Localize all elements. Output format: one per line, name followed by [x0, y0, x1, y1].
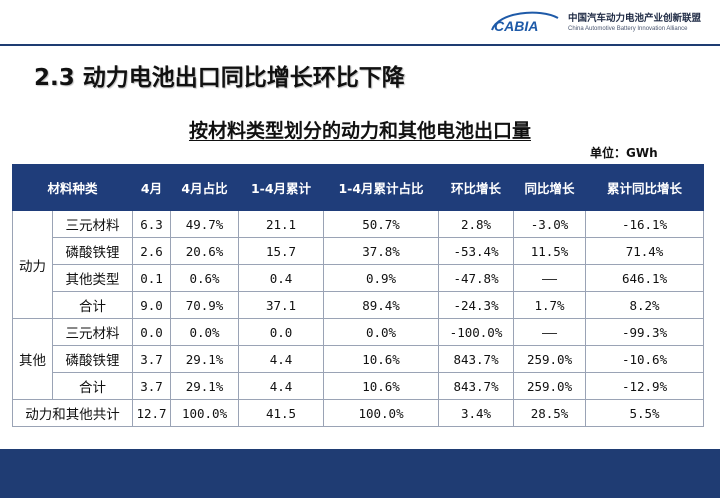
org-name-en: China Automotive Battery Innovation Alli… [568, 26, 688, 32]
cell: 9.0 [132, 291, 172, 319]
row-label: 三元材料 [51, 210, 134, 238]
cell: 0.0 [238, 318, 325, 346]
header-mom-growth: 环比增长 [438, 164, 515, 211]
cell: 28.5% [513, 399, 587, 427]
table-title: 按材料类型划分的动力和其他电池出口量 [188, 120, 531, 142]
header-ytd-share: 1-4月累计占比 [323, 164, 440, 211]
cell: -3.0% [513, 210, 587, 238]
table-row: 其他类型 0.1 0.6% 0.4 0.9% -47.8% —— 646.1% [13, 264, 705, 292]
cell: -53.4% [438, 237, 515, 265]
cell: 50.7% [323, 210, 440, 238]
table-row: 动力 三元材料 6.3 49.7% 21.1 50.7% 2.8% -3.0% … [12, 210, 705, 319]
cell: 12.7 [132, 399, 172, 427]
header-material-type: 材料种类 [11, 164, 134, 211]
cell: 4.4 [238, 345, 325, 373]
cell: 100.0% [170, 399, 240, 427]
cell: 0.0 [132, 318, 172, 346]
table-row: 磷酸铁锂 2.6 20.6% 15.7 37.8% -53.4% 11.5% 7… [13, 237, 705, 265]
cell: 71.4% [585, 237, 705, 265]
cell: 100.0% [323, 399, 440, 427]
cell: 259.0% [513, 372, 587, 400]
row-label: 合计 [51, 291, 134, 319]
cell: —— [513, 318, 587, 346]
cell: 3.7 [132, 345, 172, 373]
row-label: 磷酸铁锂 [51, 237, 134, 265]
table-row: 其他 三元材料 0.0 0.0% 0.0 0.0% -100.0% —— -99… [12, 318, 705, 400]
grand-total-row: 动力和其他共计 12.7 100.0% 41.5 100.0% 3.4% 28.… [11, 399, 705, 427]
table-row: 合计 9.0 70.9% 37.1 89.4% -24.3% 1.7% 8.2% [13, 291, 705, 319]
cell: 2.6 [132, 237, 172, 265]
cell: 29.1% [170, 345, 240, 373]
org-name-cn: 中国汽车动力电池产业创新联盟 [568, 13, 702, 24]
header-ytd: 1-4月累计 [238, 164, 325, 211]
header-april: 4月 [132, 164, 172, 211]
cell: -24.3% [438, 291, 515, 319]
row-label: 合计 [51, 372, 134, 400]
cell: 646.1% [585, 264, 705, 292]
cell: 3.4% [438, 399, 515, 427]
cell: -10.6% [585, 345, 705, 373]
cell: 41.5 [238, 399, 325, 427]
header-divider [0, 44, 720, 46]
cell: 37.8% [323, 237, 440, 265]
cell: 0.0% [170, 318, 240, 346]
cell: 0.0% [323, 318, 440, 346]
header-ytd-yoy-growth: 累计同比增长 [585, 164, 705, 211]
table-row: 合计 3.7 29.1% 4.4 10.6% 843.7% 259.0% -12… [13, 372, 705, 400]
cell: 10.6% [323, 345, 440, 373]
top-header-bar: CABIA 中国汽车动力电池产业创新联盟 China Automotive Ba… [0, 0, 720, 46]
unit-label: 单位：GWh [590, 146, 658, 160]
cabia-logo-icon: CABIA [491, 11, 559, 34]
alliance-logo: CABIA 中国汽车动力电池产业创新联盟 China Automotive Ba… [488, 10, 701, 36]
header-april-share: 4月占比 [170, 164, 240, 211]
svg-text:CABIA: CABIA [494, 18, 538, 34]
cell: -47.8% [438, 264, 515, 292]
cell: 0.1 [132, 264, 172, 292]
cell: 3.7 [132, 372, 172, 400]
cell: 10.6% [323, 372, 440, 400]
cell: 29.1% [170, 372, 240, 400]
cell: 5.5% [585, 399, 705, 427]
battery-export-table: 材料种类 4月 4月占比 1-4月累计 1-4月累计占比 环比增长 同比增长 累… [11, 164, 705, 427]
group-label-other: 其他 [12, 318, 53, 400]
cell: 843.7% [438, 345, 515, 373]
section-title: 2.3 动力电池出口同比增长环比下降 [34, 65, 405, 91]
cell: 0.9% [323, 264, 440, 292]
cell: 37.1 [238, 291, 325, 319]
cell: 0.6% [170, 264, 240, 292]
footer-bar [0, 449, 720, 498]
cell: 843.7% [438, 372, 515, 400]
cell: 2.8% [438, 210, 515, 238]
cell: -99.3% [585, 318, 705, 346]
cell: -12.9% [585, 372, 705, 400]
cell: 11.5% [513, 237, 587, 265]
row-label: 三元材料 [51, 318, 134, 346]
table-header-row: 材料种类 4月 4月占比 1-4月累计 1-4月累计占比 环比增长 同比增长 累… [11, 164, 705, 211]
row-label: 其他类型 [51, 264, 134, 292]
cell: -100.0% [438, 318, 515, 346]
row-label: 磷酸铁锂 [51, 345, 134, 373]
cell: 259.0% [513, 345, 587, 373]
cell: 49.7% [170, 210, 240, 238]
cell: 70.9% [170, 291, 240, 319]
cell: 15.7 [238, 237, 325, 265]
cell: 8.2% [585, 291, 705, 319]
table-row: 磷酸铁锂 3.7 29.1% 4.4 10.6% 843.7% 259.0% -… [13, 345, 705, 373]
cell: 21.1 [238, 210, 325, 238]
cell: 0.4 [238, 264, 325, 292]
grand-total-label: 动力和其他共计 [11, 399, 134, 427]
cell: -16.1% [585, 210, 705, 238]
cell: 1.7% [513, 291, 587, 319]
header-yoy-growth: 同比增长 [513, 164, 587, 211]
cell: 6.3 [132, 210, 172, 238]
cell: 4.4 [238, 372, 325, 400]
group-label-power: 动力 [12, 210, 53, 319]
cell: —— [513, 264, 587, 292]
cell: 20.6% [170, 237, 240, 265]
cell: 89.4% [323, 291, 440, 319]
